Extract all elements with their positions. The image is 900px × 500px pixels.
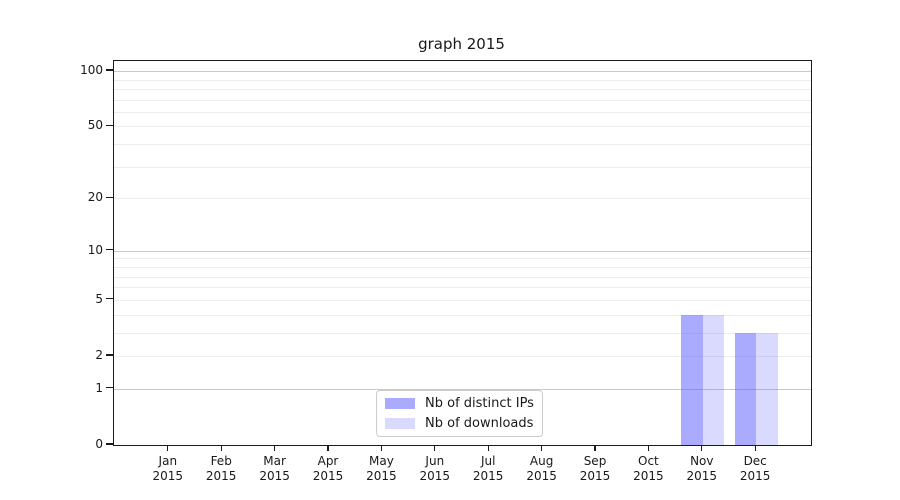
y-axis-tick-label-10: 10 <box>87 242 103 257</box>
gridline-y20 <box>114 198 811 200</box>
x-axis-tick-oct <box>647 445 649 452</box>
y-axis-tick-label-0: 0 <box>95 437 103 451</box>
bar-dec-series2 <box>756 332 778 445</box>
y-axis-tick-5 <box>106 298 113 300</box>
y-axis-tick-50 <box>106 124 113 126</box>
gridline-y70 <box>114 99 811 101</box>
x-axis-tick-feb <box>220 445 222 452</box>
legend-label-distinct-ips: Nb of distinct IPs <box>425 395 534 411</box>
x-axis-tick-label-jan: Jan 2015 <box>152 454 184 483</box>
y-axis-tick-label-5: 5 <box>95 291 103 306</box>
gridline-y8 <box>114 267 811 268</box>
gridline-y5 <box>114 299 811 301</box>
legend-entry-distinct-ips: Nb of distinct IPs <box>377 396 542 412</box>
x-axis-tick-jun <box>434 445 436 452</box>
gridline-y50 <box>114 126 811 128</box>
x-axis-tick-apr <box>327 445 329 452</box>
x-axis-tick-label-sep: Sep 2015 <box>579 454 611 483</box>
x-axis-tick-may <box>380 445 382 452</box>
gridline-y30 <box>114 166 811 168</box>
gridline-y90 <box>114 79 811 81</box>
x-axis-tick-jan <box>167 445 169 452</box>
x-axis-tick-label-jul: Jul 2015 <box>472 454 504 483</box>
gridline-y100 <box>114 71 811 73</box>
x-axis-tick-dec <box>754 445 756 452</box>
y-axis-tick-1 <box>106 387 113 389</box>
bar-nov-series2 <box>702 314 725 445</box>
gridline-y6 <box>114 287 811 289</box>
x-axis-tick-jul <box>487 445 489 452</box>
y-axis-tick-label-2: 2 <box>95 348 103 362</box>
x-axis-tick-aug <box>541 445 543 452</box>
gridline-y3 <box>114 332 811 334</box>
legend-entry-downloads: Nb of downloads <box>377 416 542 432</box>
x-axis-tick-label-aug: Aug 2015 <box>526 454 557 483</box>
legend-swatch-distinct-ips-icon <box>385 398 415 409</box>
x-axis-tick-nov <box>701 445 703 452</box>
x-axis-tick-label-feb: Feb 2015 <box>205 454 237 483</box>
x-axis-tick-label-jun: Jun 2015 <box>419 454 451 483</box>
y-axis-tick-10 <box>106 249 113 251</box>
bar-dec-series1 <box>734 332 757 445</box>
legend-label-downloads: Nb of downloads <box>425 415 534 431</box>
x-axis-tick-label-oct: Oct 2015 <box>633 454 664 483</box>
x-axis-tick-label-mar: Mar 2015 <box>259 454 290 483</box>
gridline-y4 <box>114 314 811 316</box>
y-axis-tick-0 <box>106 443 113 445</box>
y-axis-tick-label-20: 20 <box>87 190 103 205</box>
gridline-y60 <box>114 111 811 113</box>
x-axis-tick-mar <box>274 445 276 452</box>
y-axis-tick-label-50: 50 <box>87 118 103 133</box>
legend-swatch-downloads-icon <box>385 418 415 429</box>
x-axis-tick-label-may: May 2015 <box>366 454 397 483</box>
gridline-y2 <box>114 356 811 357</box>
y-axis-tick-20 <box>106 196 113 198</box>
plot-area <box>113 59 812 446</box>
y-axis-tick-label-100: 100 <box>80 63 103 77</box>
gridline-y1 <box>114 388 811 390</box>
legend: Nb of distinct IPs Nb of downloads <box>376 390 543 437</box>
bar-nov-series1 <box>681 314 703 445</box>
gridline-y10 <box>114 250 811 252</box>
y-axis-tick-label-1: 1 <box>95 380 103 395</box>
gridline-y80 <box>114 88 811 90</box>
x-axis-tick-sep <box>594 445 596 452</box>
x-axis-tick-label-dec: Dec 2015 <box>739 454 771 483</box>
gridline-y40 <box>114 144 811 146</box>
y-axis-tick-2 <box>106 354 113 356</box>
gridline-y9 <box>114 258 811 260</box>
chart-title: graph 2015 <box>418 35 505 53</box>
x-axis-tick-label-apr: Apr 2015 <box>312 454 344 483</box>
y-axis-tick-100 <box>106 69 113 71</box>
gridline-y7 <box>114 276 811 278</box>
x-axis-tick-label-nov: Nov 2015 <box>686 454 718 483</box>
